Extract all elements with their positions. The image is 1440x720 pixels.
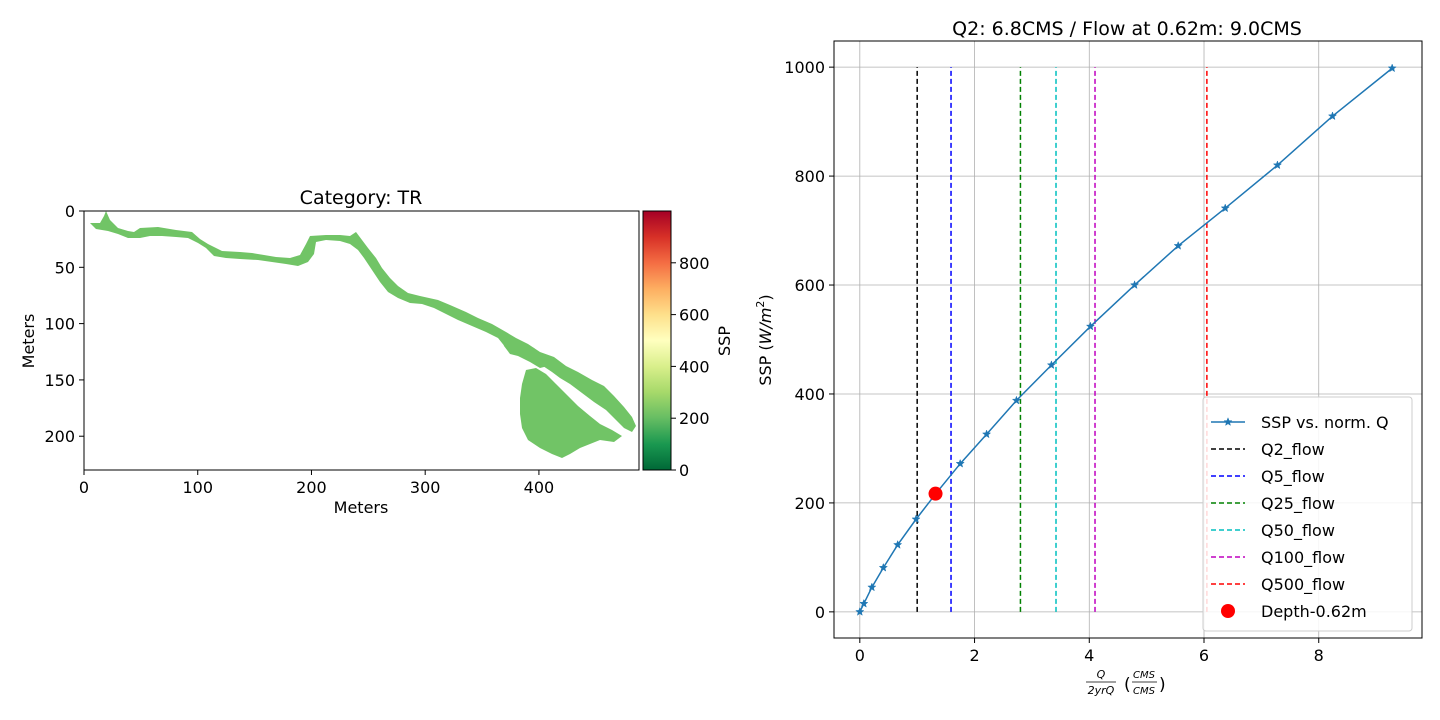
legend-point-label: Depth-0.62m [1261,602,1367,621]
xlabel-unit-numerator: CMS [1133,670,1156,681]
heatmap-y-tick-label: 100 [44,315,75,334]
legend-reference-label: Q5_flow [1261,467,1325,487]
heatmap-xlabel: Meters [334,498,389,517]
heatmap-title: Category: TR [300,187,423,209]
series-point-marker [867,582,877,592]
line-chart-y-tick-label: 400 [794,385,825,404]
series-point-marker [859,598,869,608]
series-point-marker [855,606,865,616]
line-chart-x-tick-label: 2 [969,646,979,665]
heatmap-x-tick-label: 100 [182,478,213,497]
ssp-raster-region [90,211,636,458]
line-chart-title: Q2: 6.8CMS / Flow at 0.62m: 9.0CMS [952,18,1302,40]
line-chart-x-tick-label: 6 [1199,646,1209,665]
line-chart-xlabel: Q 2yrQ ( CMS CMS ) [1086,668,1166,697]
legend-point-marker [1221,604,1235,618]
heatmap-x-tick-label: 300 [410,478,441,497]
legend-reference-label: Q100_flow [1261,548,1345,568]
series-point-marker [878,562,889,572]
series-point-marker [892,539,903,549]
line-chart-x-ticks: 0 2 4 6 8 [855,638,1324,665]
heatmap-axes-frame [83,210,640,471]
series-point-marker [981,429,992,439]
raster-fragment-region [502,336,548,368]
series-point-marker [1011,395,1022,405]
depth-point-marker [928,486,943,501]
series-point-marker [1173,240,1183,250]
legend-items: SSP vs. norm. Q Q2_flow Q5_flow Q25_flow Q50… [1211,413,1389,621]
line-chart-y-ticks: 0 200 400 600 800 1000 [784,58,834,622]
colorbar-tick-label: 600 [679,306,710,325]
raster-floodplain-region [520,368,622,458]
legend-series-marker [1223,417,1233,426]
series-point-marker [1129,280,1140,290]
legend: SSP vs. norm. Q Q2_flow Q5_flow Q25_flow Q50… [1202,396,1413,632]
xlabel-denominator: 2yrQ [1088,684,1115,697]
line-chart-y-tick-label: 200 [794,494,825,513]
xlabel-numerator: Q [1097,668,1106,681]
series-point-marker [1272,160,1283,170]
line-chart-y-tick-label: 1000 [784,58,825,77]
legend-reference-label: Q50_flow [1261,521,1335,541]
legend-series-label: SSP vs. norm. Q [1261,413,1389,432]
line-chart-y-tick-label: 0 [815,603,825,622]
colorbar-tick-label: 200 [679,409,710,428]
depth-point [928,486,943,501]
heatmap-x-tick-label: 200 [296,478,327,497]
xlabel-paren-open: ( [1124,675,1131,695]
reference-lines [916,67,1208,612]
line-chart-x-tick-label: 0 [855,646,865,665]
heatmap-y-tick-label: 0 [65,202,75,221]
series-point-marker [911,514,921,524]
series-point-marker [955,458,965,468]
line-chart-y-tick-label: 600 [794,276,825,295]
heatmap-y-ticks: 0 50 100 150 200 [44,202,84,446]
colorbar-ticks: 0 200 400 600 800 [671,254,710,480]
series-point-marker [1327,111,1338,121]
heatmap-x-tick-label: 400 [524,478,555,497]
colorbar-tick-label: 800 [679,254,710,273]
colorbar-label: SSP [715,326,734,356]
legend-reference-label: Q2_flow [1261,440,1325,460]
raster-stream-region [90,211,636,432]
colorbar-tick-label: 400 [679,357,710,376]
heatmap-x-tick-label: 0 [79,478,89,497]
line-chart-x-tick-label: 4 [1084,646,1094,665]
line-chart-y-tick-label: 800 [794,167,825,186]
legend-reference-label: Q500_flow [1261,575,1345,595]
legend-reference-label: Q25_flow [1261,494,1335,514]
colorbar [642,210,672,471]
xlabel-paren-close: ) [1159,675,1166,695]
ylabel-prefix: SSP ( [756,344,775,385]
legend-box [1202,396,1413,632]
colorbar-tick-label: 0 [679,461,689,480]
xlabel-unit-denominator: CMS [1133,686,1156,697]
ylabel-var: W/m [756,308,775,345]
line-chart-axes-frame [833,40,1423,639]
line-chart-ylabel: SSP (W/m2) [754,294,775,385]
line-chart-panel: Q2: 6.8CMS / Flow at 0.62m: 9.0CMS 0 2 4 6 8… [754,18,1423,697]
line-chart-x-tick-label: 8 [1314,646,1324,665]
heatmap-ylabel: Meters [19,314,38,369]
heatmap-y-tick-label: 200 [44,427,75,446]
ylabel-suffix: ) [756,294,775,300]
heatmap-panel: Category: TR 0 100 200 300 400 050100150200 … [19,187,734,517]
ylabel-superscript: 2 [754,301,767,308]
heatmap-y-tick-label: 150 [44,371,75,390]
heatmap-x-ticks: 0 100 200 300 400 [79,470,554,497]
heatmap-y-tick-label: 50 [55,258,75,277]
series-point-marker [1085,321,1096,331]
series-point-marker [1387,63,1397,73]
series-point-marker [1046,360,1057,370]
series-point-marker [1220,203,1230,213]
